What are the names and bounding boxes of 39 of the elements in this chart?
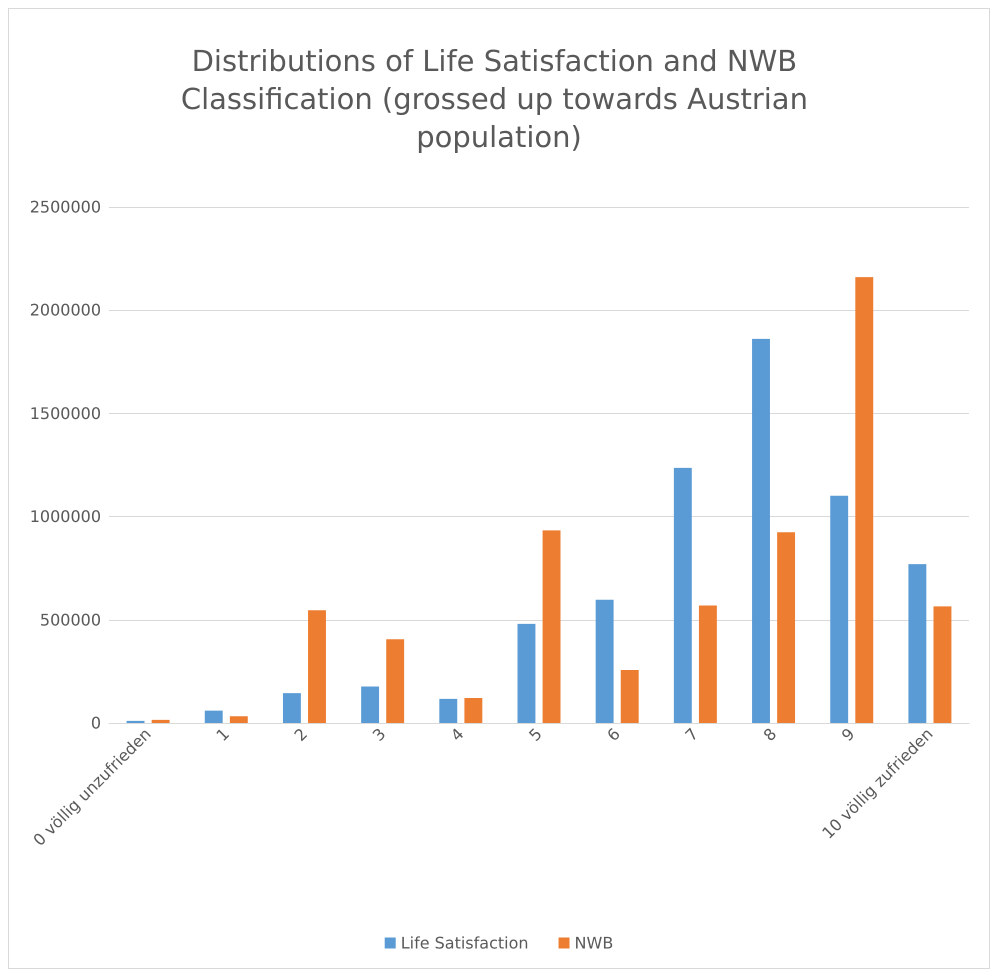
x-tick-label: 4 (446, 724, 468, 745)
bar (777, 532, 796, 723)
x-tick-label: 9 (838, 724, 858, 745)
bar (386, 639, 404, 723)
bar (439, 698, 458, 723)
bar (204, 710, 223, 723)
y-tick-label: 2000000 (30, 300, 101, 320)
y-tick-label: 500000 (40, 610, 101, 630)
bar (908, 564, 926, 723)
legend-label: Life Satisfaction (400, 934, 529, 952)
bar (518, 624, 536, 723)
x-tick-label: 3 (368, 724, 390, 745)
bar (464, 698, 482, 723)
bar (152, 720, 170, 723)
bar (698, 606, 717, 723)
y-tick-label: 1500000 (30, 404, 101, 423)
bar (933, 606, 952, 723)
bar (620, 670, 639, 723)
bar (361, 686, 380, 723)
bar (855, 277, 874, 723)
x-tick-label: 1 (212, 724, 233, 745)
bar (596, 600, 614, 723)
bar (830, 496, 848, 723)
bar (282, 693, 301, 723)
x-tick-label: 5 (525, 724, 546, 745)
bar (308, 610, 326, 723)
chart-title: Distributions of Life Satisfaction and NWB Classification (grossed up towards Austrian population) (180, 44, 818, 154)
x-tick-label: 8 (760, 724, 780, 745)
x-tick-label: 2 (290, 724, 312, 745)
y-tick-label: 1000000 (30, 507, 101, 526)
bar (674, 468, 692, 723)
y-tick-label: 2500000 (30, 198, 101, 216)
x-tick-label: 7 (681, 724, 702, 745)
x-tick-label: 6 (603, 724, 624, 745)
bar (230, 716, 248, 723)
legend-label: NWB (574, 934, 614, 952)
y-tick-label: 0 (90, 714, 101, 732)
bar (752, 338, 770, 723)
bar (542, 530, 560, 723)
